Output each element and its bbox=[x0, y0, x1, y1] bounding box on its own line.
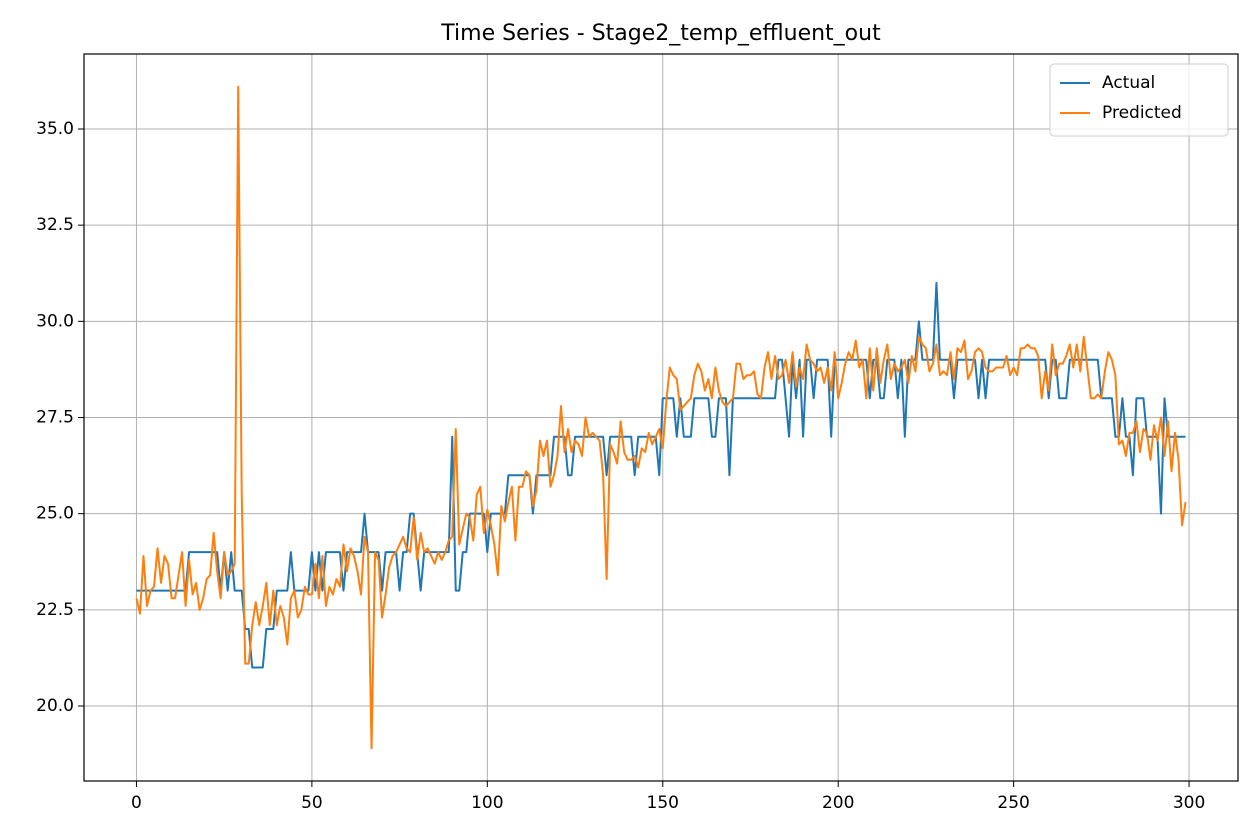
x-tick-label: 150 bbox=[647, 793, 679, 813]
legend-box bbox=[1049, 63, 1229, 137]
legend-label: Predicted bbox=[1102, 103, 1182, 123]
x-tick-label: 100 bbox=[471, 793, 503, 813]
plot-frame bbox=[83, 53, 1239, 782]
x-tick-label: 250 bbox=[997, 793, 1029, 813]
x-tick-label: 300 bbox=[1173, 793, 1205, 813]
x-tick-label: 50 bbox=[301, 793, 323, 813]
x-tick-label: 200 bbox=[822, 793, 854, 813]
series-line bbox=[135, 85, 1187, 750]
y-tick-label: 20.0 bbox=[36, 696, 74, 716]
y-tick-label: 30.0 bbox=[36, 311, 74, 331]
y-tick-label: 25.0 bbox=[36, 504, 74, 524]
y-tick-label: 35.0 bbox=[36, 119, 74, 139]
y-tick-label: 32.5 bbox=[36, 215, 74, 235]
legend: Actual Predicted bbox=[1049, 63, 1229, 137]
x-tick-label: 0 bbox=[131, 793, 142, 813]
y-tick-label: 27.5 bbox=[36, 408, 74, 428]
legend-label: Actual bbox=[1102, 73, 1155, 93]
chart-title: Time Series - Stage2_temp_effluent_out bbox=[440, 21, 881, 46]
y-tick-label: 22.5 bbox=[36, 600, 74, 620]
